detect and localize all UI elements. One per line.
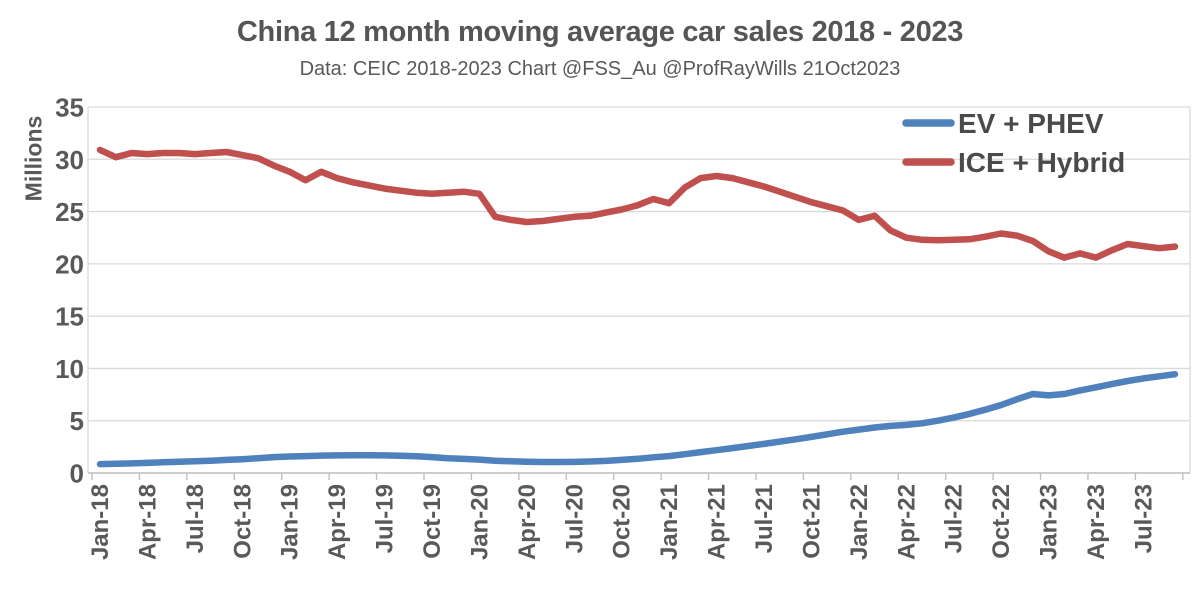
x-axis-label: Apr-23 bbox=[1083, 484, 1110, 560]
y-axis-title: Millions bbox=[20, 115, 47, 202]
x-axis-label: Oct-19 bbox=[419, 484, 446, 559]
y-axis-label: 30 bbox=[55, 145, 84, 175]
x-axis-label: Apr-22 bbox=[893, 484, 920, 560]
x-axis-label: Apr-21 bbox=[704, 484, 731, 560]
y-axis-label: 10 bbox=[55, 354, 84, 384]
legend-label-ev-phev: EV + PHEV bbox=[958, 108, 1104, 139]
y-axis-label: 5 bbox=[70, 406, 84, 436]
y-axis-label: 0 bbox=[70, 459, 84, 489]
x-axis-label: Jul-21 bbox=[751, 484, 778, 553]
x-axis-label: Jul-19 bbox=[372, 484, 399, 553]
legend-label-ice-hybrid: ICE + Hybrid bbox=[958, 147, 1125, 178]
chart-subtitle: Data: CEIC 2018-2023 Chart @FSS_Au @Prof… bbox=[299, 58, 901, 80]
chart-title: China 12 month moving average car sales … bbox=[236, 16, 964, 48]
x-axis-label: Oct-21 bbox=[798, 484, 825, 559]
x-axis-label: Apr-18 bbox=[134, 484, 161, 560]
x-axis-label: Jul-20 bbox=[561, 484, 588, 553]
x-axis-label: Jul-22 bbox=[941, 484, 968, 553]
x-axis-label: Apr-19 bbox=[324, 484, 351, 560]
x-axis-label: Jul-18 bbox=[182, 484, 209, 553]
x-axis-label: Oct-22 bbox=[988, 484, 1015, 559]
x-axis-label: Oct-20 bbox=[609, 484, 636, 559]
series-line-ice-hybrid bbox=[96, 146, 1179, 261]
x-axis-label: Jan-19 bbox=[277, 484, 304, 560]
y-axis-label: 25 bbox=[55, 197, 84, 227]
y-axis-label: 20 bbox=[55, 249, 84, 279]
x-axis-label: Jan-22 bbox=[846, 484, 873, 560]
x-axis-label: Jan-23 bbox=[1036, 484, 1063, 560]
x-axis-label: Jul-23 bbox=[1130, 484, 1157, 553]
x-axis-label: Apr-20 bbox=[514, 484, 541, 560]
x-axis-label: Jan-21 bbox=[656, 484, 683, 560]
x-axis-label: Jan-18 bbox=[87, 484, 114, 560]
series-line-ev-phev bbox=[96, 370, 1179, 468]
y-axis-label: 35 bbox=[55, 93, 84, 123]
y-axis-label: 15 bbox=[55, 302, 84, 332]
x-axis-label: Jan-20 bbox=[466, 484, 493, 560]
x-axis-label: Oct-18 bbox=[229, 484, 256, 559]
